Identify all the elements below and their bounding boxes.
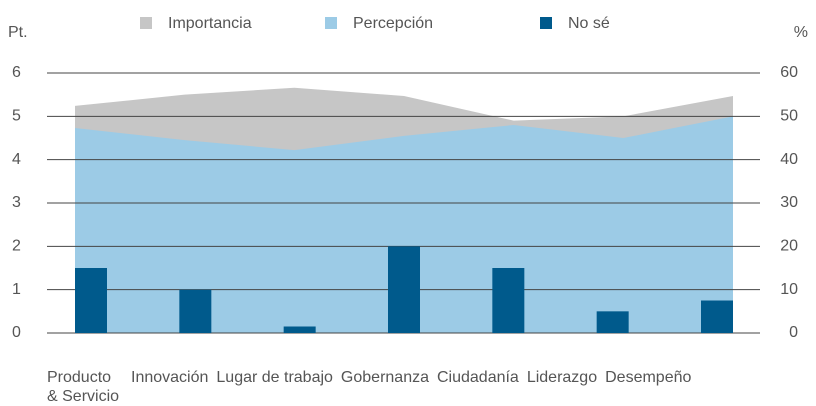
bar xyxy=(596,311,629,333)
y2-tick-label: 30 xyxy=(780,194,798,211)
y2-tick-label: 60 xyxy=(780,64,798,81)
x-tick-label: Desempeño xyxy=(605,369,692,386)
x-tick-label: Ciudadanía xyxy=(436,369,519,386)
y2-tick-label: 20 xyxy=(780,238,798,255)
y-tick-label: 1 xyxy=(12,281,21,298)
x-tick-label: Producto & Servicio xyxy=(47,369,120,405)
y-tick-label: 5 xyxy=(12,108,21,125)
x-tick-label: Lugar de trabajo xyxy=(216,369,333,386)
bar xyxy=(388,246,420,333)
legend-swatch xyxy=(540,17,552,29)
legend-swatch xyxy=(325,17,337,29)
y-tick-label: 4 xyxy=(12,151,21,168)
bar xyxy=(492,268,525,333)
y2-tick-label: 0 xyxy=(789,324,798,341)
y2-axis-label: % xyxy=(794,24,808,41)
y2-tick-label: 10 xyxy=(780,281,798,298)
x-tick-label: Gobernanza xyxy=(340,369,429,386)
y-tick-label: 6 xyxy=(12,64,21,81)
x-tick-label: Liderazgo xyxy=(526,369,598,386)
y2-tick-label: 50 xyxy=(780,108,798,125)
legend-label: No sé xyxy=(568,15,610,32)
x-tick-label: Innovación xyxy=(131,369,209,386)
bar xyxy=(283,326,316,333)
y-tick-label: 3 xyxy=(12,194,21,211)
y-tick-label: 0 xyxy=(12,324,21,341)
bar xyxy=(75,268,107,333)
bar xyxy=(701,300,733,333)
area xyxy=(75,116,733,333)
y2-tick-label: 40 xyxy=(780,151,798,168)
legend-swatch xyxy=(140,17,152,29)
bar xyxy=(179,289,212,333)
legend-label: Percepción xyxy=(353,15,433,32)
category-labels: Producto & Servicio Innovación Lugar de tr… xyxy=(47,368,691,406)
y-axis-label: Pt. xyxy=(8,24,28,41)
y-tick-label: 2 xyxy=(12,238,21,255)
legend-label: Importancia xyxy=(168,15,252,32)
